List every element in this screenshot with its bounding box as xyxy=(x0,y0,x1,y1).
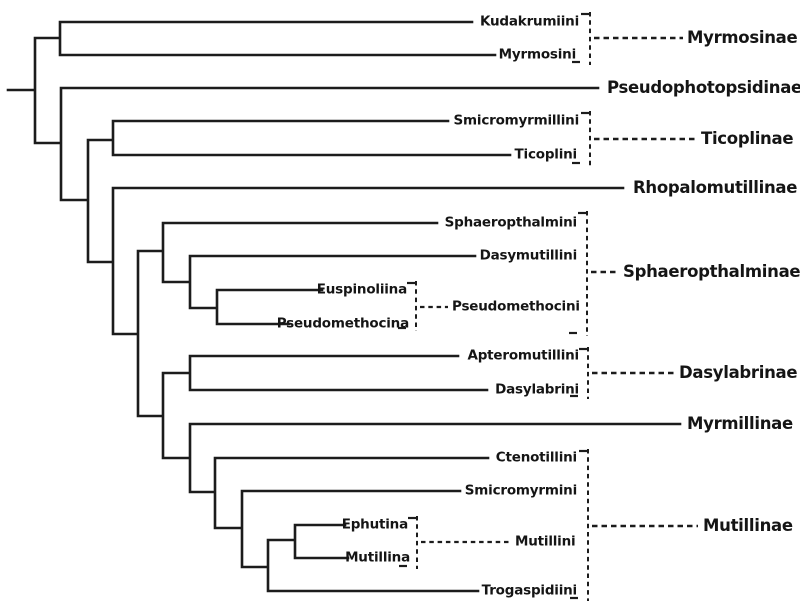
mutillinae-bracket xyxy=(570,449,589,601)
dasylabrinae-bracket xyxy=(570,347,589,399)
tip-label-euspinoliina: Euspinoliina xyxy=(316,281,407,298)
ticoplinae-bracket xyxy=(572,111,591,166)
pseudomethocini-bracket xyxy=(398,281,417,331)
tip-label-sphaeropthalmini: Sphaeropthalmini xyxy=(444,214,578,231)
group-label-mutillinae: Mutillinae xyxy=(703,515,793,535)
tip-label-rhopalomutillinae: Rhopalomutillinae xyxy=(633,177,798,197)
tip-label-ephutina: Ephutina xyxy=(341,516,409,533)
group-label-myrmosinae: Myrmosinae xyxy=(687,27,798,47)
tip-label-pseudophotopsidinae: Pseudophotopsidinae xyxy=(607,77,800,97)
group-label-dasylabrinae: Dasylabrinae xyxy=(679,362,798,382)
group-label-pseudomethocini: Pseudomethocini xyxy=(452,298,580,315)
tip-label-ticoplini: Ticoplini xyxy=(514,146,578,163)
tip-label-myrmillinae: Myrmillinae xyxy=(687,413,793,433)
myrmosinae-bracket xyxy=(572,12,591,65)
mutillini-bracket xyxy=(399,516,418,569)
tree-branches xyxy=(6,20,682,593)
sphaeropthalminae-bracket xyxy=(569,211,588,336)
tip-label-myrmosini: Myrmosini xyxy=(498,46,577,63)
tip-label-kudakrumiini: Kudakrumiini xyxy=(479,13,579,30)
tip-label-dasylabrini: Dasylabrini xyxy=(495,381,579,398)
group-label-sphaeropthalminae: Sphaeropthalminae xyxy=(623,261,800,281)
tip-label-apteromutillini: Apteromutillini xyxy=(467,347,579,364)
tip-label-trogaspidiini: Trogaspidiini xyxy=(481,582,578,599)
tip-label-pseudomethocina: Pseudomethocina xyxy=(276,315,410,332)
group-label-mutillini: Mutillini xyxy=(515,533,576,550)
tip-label-mutillina: Mutillina xyxy=(345,549,410,566)
tip-label-smicromyrmillini: Smicromyrmillini xyxy=(453,112,580,129)
group-label-ticoplinae: Ticoplinae xyxy=(701,128,794,148)
tip-label-dasymutillini: Dasymutillini xyxy=(479,247,578,264)
tip-label-ctenotillini: Ctenotillini xyxy=(495,449,577,466)
tip-label-smicromyrmini: Smicromyrmini xyxy=(464,482,577,499)
